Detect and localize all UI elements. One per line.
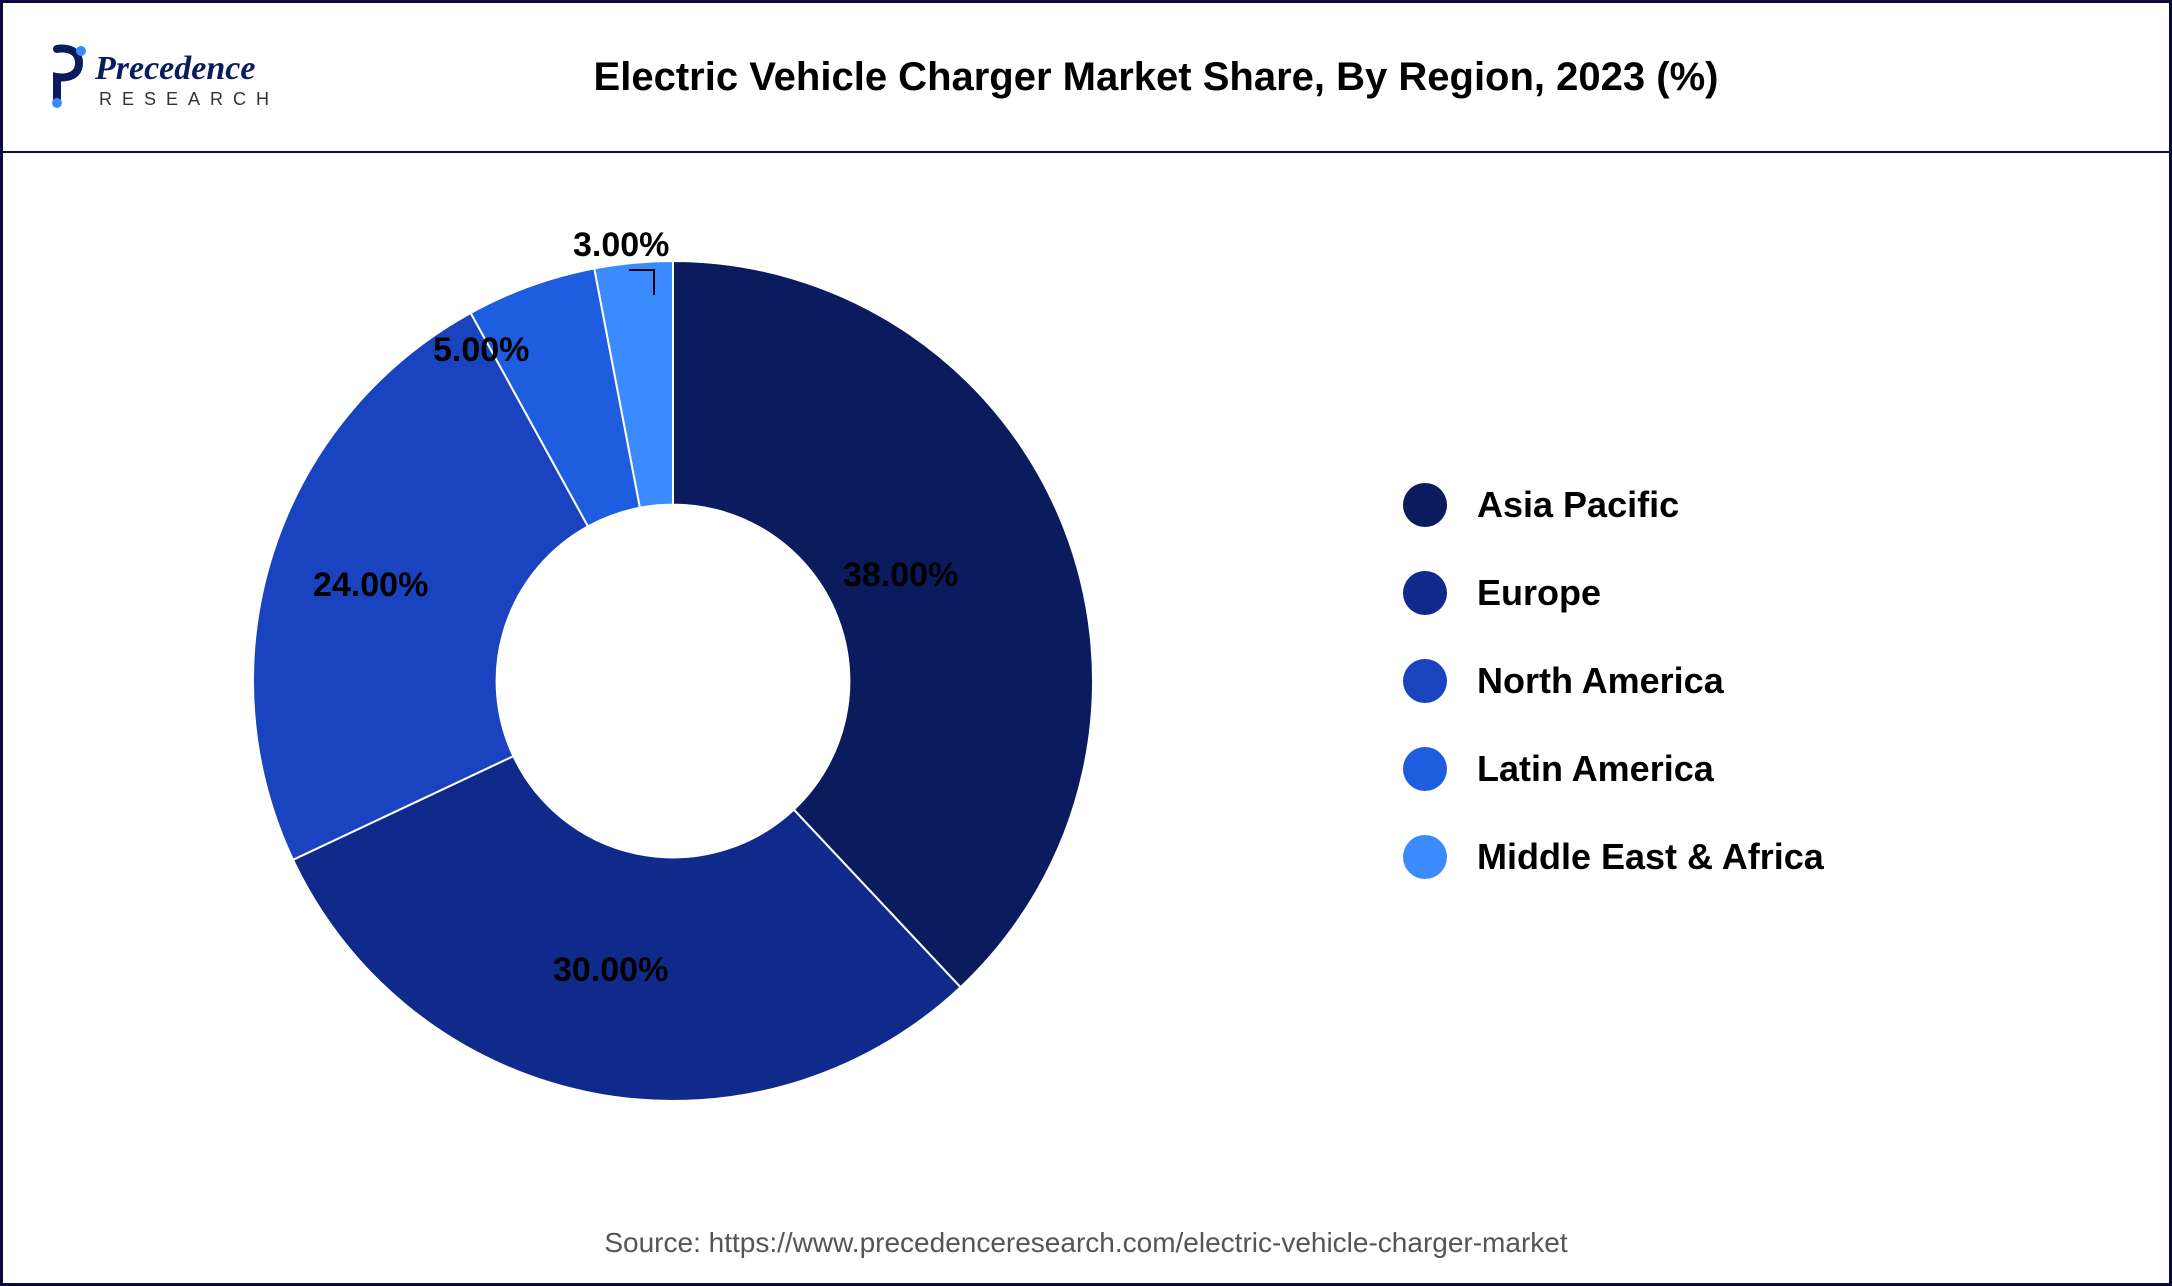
slice-label-north-america: 24.00%	[313, 566, 428, 605]
donut-svg	[223, 231, 1123, 1131]
header-row: Precedence RESEARCH Electric Vehicle Cha…	[3, 3, 2169, 153]
legend-item: Europe	[1403, 571, 1824, 615]
legend-item: North America	[1403, 659, 1824, 703]
svg-text:Precedence: Precedence	[94, 50, 255, 87]
legend: Asia Pacific Europe North America Latin Ame…	[1403, 483, 1824, 879]
legend-swatch	[1403, 483, 1447, 527]
chart-container: Precedence RESEARCH Electric Vehicle Cha…	[0, 0, 2172, 1286]
legend-label: Middle East & Africa	[1477, 836, 1824, 878]
legend-swatch	[1403, 659, 1447, 703]
slice-label-asia-pacific: 38.00%	[843, 556, 958, 595]
leader-line	[653, 271, 655, 295]
main-area: 38.00% 30.00% 24.00% 5.00% 3.00% Asia Pa…	[3, 153, 2169, 1209]
legend-label: Europe	[1477, 572, 1601, 614]
source-prefix: Source:	[604, 1227, 708, 1258]
source-url: https://www.precedenceresearch.com/elect…	[709, 1227, 1568, 1258]
brand-logo: Precedence RESEARCH	[43, 37, 383, 117]
legend-item: Asia Pacific	[1403, 483, 1824, 527]
legend-label: Asia Pacific	[1477, 484, 1679, 526]
donut-chart: 38.00% 30.00% 24.00% 5.00% 3.00%	[223, 231, 1123, 1131]
logo-icon: Precedence RESEARCH	[43, 37, 383, 117]
legend-item: Latin America	[1403, 747, 1824, 791]
legend-label: Latin America	[1477, 748, 1714, 790]
legend-swatch	[1403, 571, 1447, 615]
legend-label: North America	[1477, 660, 1724, 702]
leader-line	[629, 269, 655, 271]
chart-title: Electric Vehicle Charger Market Share, B…	[383, 55, 2129, 100]
legend-swatch	[1403, 747, 1447, 791]
legend-swatch	[1403, 835, 1447, 879]
slice-label-europe: 30.00%	[553, 951, 668, 990]
legend-item: Middle East & Africa	[1403, 835, 1824, 879]
svg-text:RESEARCH: RESEARCH	[99, 89, 279, 109]
slice-label-latin-america: 5.00%	[433, 331, 529, 370]
slice-label-mea: 3.00%	[573, 226, 669, 265]
source-row: Source: https://www.precedenceresearch.c…	[3, 1209, 2169, 1283]
donut-hole	[497, 505, 850, 858]
